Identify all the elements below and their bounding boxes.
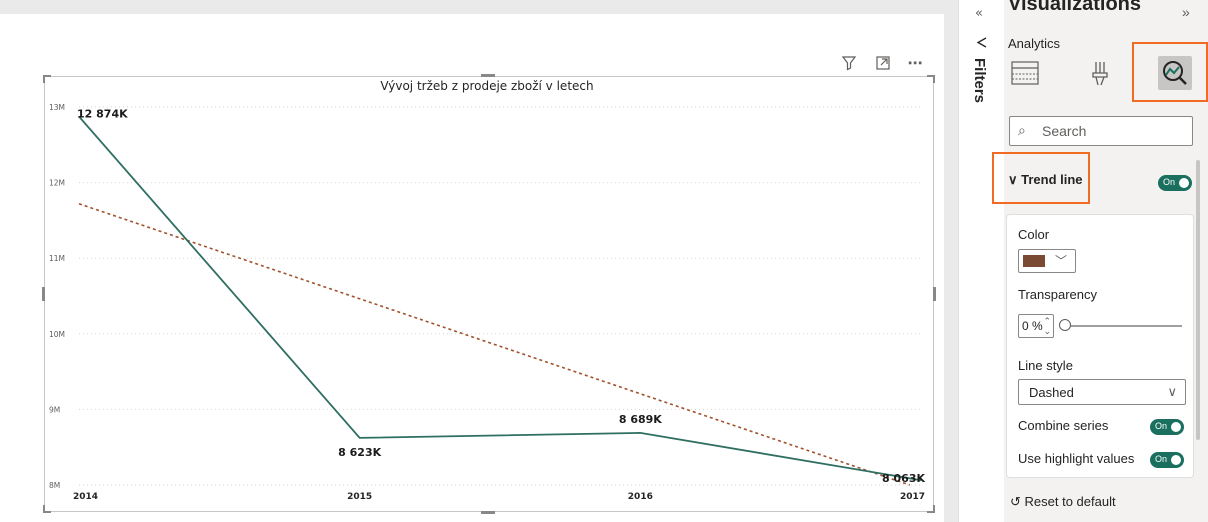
resize-handle[interactable] xyxy=(42,287,45,301)
tab-format-visual[interactable] xyxy=(1083,56,1117,90)
pane-title: Visualizations xyxy=(1008,0,1142,15)
data-label: 8 689K xyxy=(619,413,662,426)
line-style-dropdown[interactable]: Dashed ∨ xyxy=(1018,379,1186,405)
tab-build-visual[interactable] xyxy=(1008,56,1042,90)
transparency-value: 0 % xyxy=(1022,319,1043,333)
highlight-box xyxy=(992,152,1090,204)
toggle-label: On xyxy=(1163,177,1176,187)
focus-mode-icon[interactable] xyxy=(872,52,894,74)
report-canvas: ⋯ Vývoj tržeb z prodeje zboží v letech 1… xyxy=(0,0,958,522)
highlight-values-toggle[interactable]: On xyxy=(1150,452,1184,468)
grid-lines xyxy=(79,106,921,486)
search-input[interactable]: ⌕ Search xyxy=(1009,116,1193,146)
resize-handle[interactable] xyxy=(933,505,935,513)
chevron-down-icon: ∨ xyxy=(1167,384,1177,399)
filters-label[interactable]: Filters xyxy=(971,58,988,104)
x-tick-label: 2014 xyxy=(73,492,98,502)
toggle-knob xyxy=(1171,455,1181,465)
resize-handle[interactable] xyxy=(933,75,935,83)
line-style-value: Dashed xyxy=(1029,385,1074,400)
visualizations-pane: Visualizations » Analytics ⌕ Search ∨ Tr… xyxy=(992,0,1208,522)
reset-label: Reset to default xyxy=(1024,494,1116,509)
scrollbar[interactable] xyxy=(1196,160,1200,440)
resize-handle[interactable] xyxy=(43,75,51,77)
resize-handle[interactable] xyxy=(481,511,495,514)
filter-icon xyxy=(975,36,988,53)
resize-handle[interactable] xyxy=(927,75,935,77)
trend-line-toggle[interactable]: On xyxy=(1158,175,1192,191)
toggle-knob xyxy=(1179,178,1189,188)
reset-icon: ↺ xyxy=(1010,494,1021,509)
color-swatch xyxy=(1023,255,1045,267)
data-label: 8 623K xyxy=(338,446,381,459)
data-labels: 12 874K 8 623K 8 689K 8 063K xyxy=(77,108,925,486)
combine-series-label: Combine series xyxy=(1018,418,1109,433)
toggle-knob xyxy=(1171,422,1181,432)
toggle-label: On xyxy=(1155,421,1168,431)
trend-line-layer xyxy=(78,203,911,486)
x-tick-label: 2015 xyxy=(347,492,372,502)
resize-handle[interactable] xyxy=(43,511,51,513)
line-style-label: Line style xyxy=(1018,358,1073,373)
x-axis: 2014 2015 2016 2017 xyxy=(73,492,925,502)
format-brush-icon xyxy=(1092,62,1108,86)
trend-line xyxy=(78,203,911,486)
line-chart-visual[interactable]: Vývoj tržeb z prodeje zboží v letech 13M… xyxy=(42,74,936,514)
highlight-values-label: Use highlight values xyxy=(1018,451,1135,466)
transparency-label: Transparency xyxy=(1018,287,1097,302)
color-label: Color xyxy=(1018,227,1050,242)
collapse-icon[interactable]: « xyxy=(975,6,983,21)
pane-subtitle: Analytics xyxy=(1008,36,1061,51)
chart-title: Vývoj tržeb z prodeje zboží v letech xyxy=(380,79,593,93)
visual-header: ⋯ xyxy=(838,52,934,74)
chevron-down-icon: ∨ xyxy=(1008,172,1018,187)
line-chart: Vývoj tržeb z prodeje zboží v letech 13M… xyxy=(49,79,925,502)
transparency-slider-thumb[interactable] xyxy=(1059,319,1071,331)
expand-icon[interactable]: » xyxy=(1182,4,1190,20)
x-tick-label: 2016 xyxy=(628,492,653,502)
y-tick-label: 8M xyxy=(49,481,60,490)
more-options-icon[interactable]: ⋯ xyxy=(907,54,923,72)
series-line xyxy=(78,115,922,482)
resize-handle[interactable] xyxy=(43,505,45,513)
y-tick-label: 11M xyxy=(49,254,65,263)
resize-handle[interactable] xyxy=(927,511,935,513)
search-icon: ⌕ xyxy=(1018,122,1026,138)
analytics-magnifier-icon xyxy=(1163,61,1187,85)
combine-series-toggle[interactable]: On xyxy=(1150,419,1184,435)
color-picker[interactable]: ﹀ xyxy=(1018,249,1076,273)
y-tick-label: 9M xyxy=(49,405,60,414)
spinner-icon[interactable]: ⌃ ⌄ xyxy=(1043,316,1051,336)
y-tick-label: 13M xyxy=(49,103,65,112)
y-tick-label: 12M xyxy=(49,179,65,188)
trend-line-label: Trend line xyxy=(1021,172,1083,187)
resize-handle[interactable] xyxy=(933,287,936,301)
tab-analytics[interactable] xyxy=(1158,56,1192,90)
trend-line-settings: Color ﹀ Transparency 0 % ⌃ ⌄ Line style D… xyxy=(1006,214,1194,478)
trend-line-section-header[interactable]: ∨ Trend line xyxy=(1008,172,1083,188)
y-tick-label: 10M xyxy=(49,330,65,339)
data-label: 8 063K xyxy=(882,472,925,485)
series-layer xyxy=(78,115,922,482)
highlight-box xyxy=(1132,42,1208,102)
search-placeholder: Search xyxy=(1042,123,1087,139)
filters-pane[interactable]: « Filters xyxy=(958,0,1006,522)
transparency-input[interactable]: 0 % ⌃ ⌄ xyxy=(1018,314,1054,338)
toggle-label: On xyxy=(1155,454,1168,464)
data-label: 12 874K xyxy=(77,108,128,121)
x-tick-label: 2017 xyxy=(900,492,925,502)
y-axis: 13M 12M 11M 10M 9M 8M xyxy=(49,103,65,490)
reset-to-default-button[interactable]: ↺ Reset to default xyxy=(1010,494,1116,510)
table-grid-icon xyxy=(1011,61,1039,85)
transparency-slider-track[interactable] xyxy=(1062,325,1182,327)
resize-handle[interactable] xyxy=(43,75,45,83)
resize-handle[interactable] xyxy=(481,74,495,77)
chevron-down-icon: ﹀ xyxy=(1055,254,1068,268)
filter-icon[interactable] xyxy=(838,52,860,74)
